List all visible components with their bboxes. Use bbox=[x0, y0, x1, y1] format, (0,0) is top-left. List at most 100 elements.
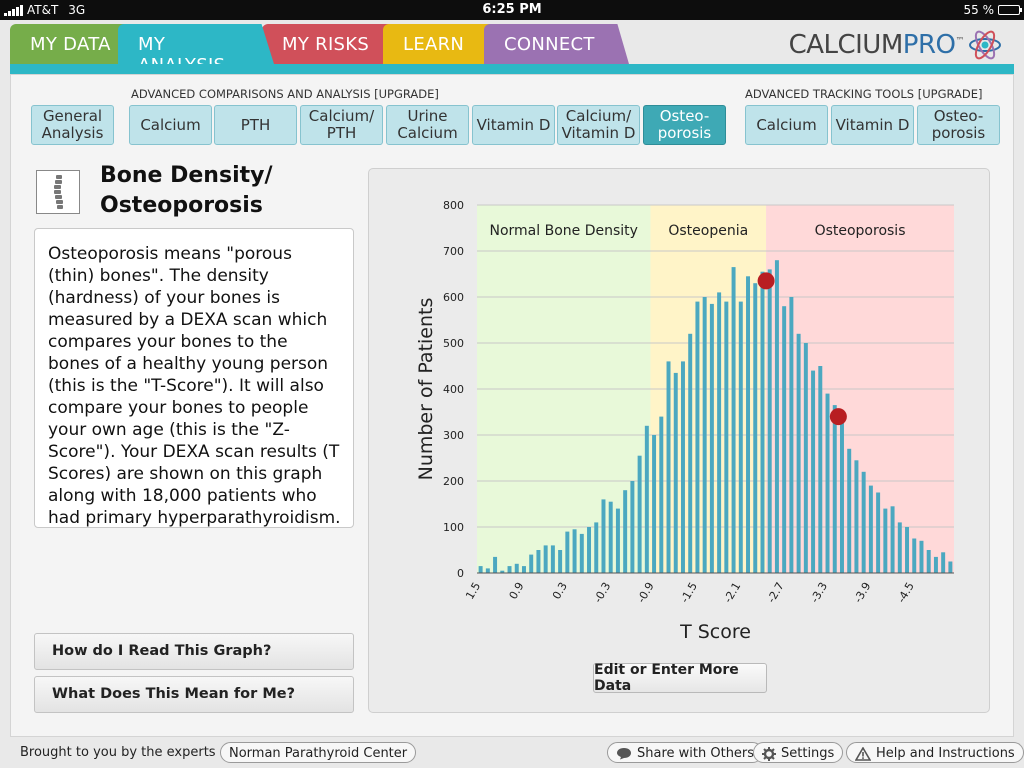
graph-container: Normal Bone Density Osteopenia Osteoporosi… bbox=[368, 168, 990, 713]
histogram-bar bbox=[565, 531, 570, 573]
histogram-bar bbox=[796, 333, 801, 573]
osteoporosis-tracking-button[interactable]: Osteo-porosis bbox=[917, 105, 1000, 145]
osteoporosis-analysis-button[interactable]: Osteo-porosis bbox=[643, 105, 726, 145]
calcium-analysis-button[interactable]: Calcium bbox=[129, 105, 212, 145]
patient-result-point bbox=[829, 408, 847, 426]
what-does-this-mean-button[interactable]: What Does This Mean for Me? bbox=[34, 676, 354, 713]
x-tick-label: -2.1 bbox=[721, 580, 743, 605]
logo: CALCIUMPRO™ bbox=[789, 28, 1002, 62]
calcium-pth-button[interactable]: Calcium/PTH bbox=[300, 105, 383, 145]
norman-center-link[interactable]: Norman Parathyroid Center bbox=[220, 742, 417, 763]
y-tick-label: 400 bbox=[443, 383, 464, 396]
histogram-bar bbox=[521, 566, 526, 573]
histogram-bar bbox=[644, 425, 649, 573]
histogram-bar bbox=[688, 333, 693, 573]
histogram-bar bbox=[746, 276, 751, 573]
histogram-bar bbox=[782, 306, 787, 573]
histogram-bar bbox=[594, 522, 599, 573]
histogram-bar bbox=[818, 366, 823, 573]
histogram-bar bbox=[558, 550, 563, 573]
help-button[interactable]: Help and Instructions bbox=[846, 742, 1024, 763]
calcium-tracking-button[interactable]: Calcium bbox=[745, 105, 828, 145]
logo-text-pro: PRO bbox=[902, 30, 956, 60]
advanced-tracking-label: ADVANCED TRACKING TOOLS [UPGRADE] bbox=[745, 87, 983, 101]
warning-icon bbox=[855, 746, 871, 761]
histogram-bar bbox=[926, 550, 931, 573]
histogram-bar bbox=[601, 499, 606, 573]
histogram-bar bbox=[608, 501, 613, 573]
atom-logo-icon bbox=[969, 30, 1001, 60]
histogram-bar bbox=[890, 506, 895, 573]
histogram-bar bbox=[905, 527, 910, 573]
histogram-bar bbox=[789, 297, 794, 573]
x-tick-label: -3.3 bbox=[808, 580, 830, 605]
region-label: Normal Bone Density bbox=[490, 223, 638, 239]
calcium-vitamin-d-button[interactable]: Calcium/Vitamin D bbox=[557, 105, 640, 145]
x-tick-label: -4.5 bbox=[895, 580, 917, 605]
histogram-bar bbox=[485, 568, 490, 573]
histogram-bar bbox=[731, 267, 736, 573]
histogram-bar bbox=[854, 460, 859, 573]
settings-button[interactable]: Settings bbox=[753, 742, 844, 763]
tab-my-risks[interactable]: MY RISKS bbox=[262, 24, 402, 64]
general-analysis-button[interactable]: General Analysis bbox=[31, 105, 114, 145]
histogram-bar bbox=[680, 361, 685, 573]
logo-text-calcium: CALCIUM bbox=[788, 30, 904, 60]
histogram-bar bbox=[803, 343, 808, 573]
histogram-bar bbox=[868, 485, 873, 573]
x-tick-label: 1.5 bbox=[463, 580, 483, 602]
histogram-bar bbox=[847, 448, 852, 573]
x-axis-title: T Score bbox=[679, 621, 751, 643]
region-label: Osteopenia bbox=[668, 223, 748, 239]
histogram-bar bbox=[550, 545, 555, 573]
battery-icon bbox=[998, 5, 1022, 15]
urine-calcium-button[interactable]: Urine Calcium bbox=[386, 105, 469, 145]
vitamin-d-analysis-button[interactable]: Vitamin D bbox=[472, 105, 555, 145]
tab-underline bbox=[10, 64, 1014, 74]
tab-my-analysis[interactable]: MY ANALYSIS bbox=[118, 24, 274, 64]
y-tick-label: 800 bbox=[443, 199, 464, 212]
tab-connect[interactable]: CONNECT bbox=[484, 24, 629, 64]
histogram-bar bbox=[738, 301, 743, 573]
x-tick-label: -2.7 bbox=[765, 580, 787, 605]
y-tick-label: 0 bbox=[457, 567, 464, 580]
y-tick-label: 700 bbox=[443, 245, 464, 258]
histogram-bar bbox=[493, 556, 498, 573]
brought-by-label: Brought to you by the experts at bbox=[20, 745, 233, 760]
edit-data-button[interactable]: Edit or Enter More Data bbox=[593, 662, 767, 694]
histogram-bar bbox=[630, 481, 635, 573]
page-title: Bone Density/Osteoporosis bbox=[100, 163, 273, 218]
carrier-label: AT&T bbox=[27, 3, 59, 17]
x-tick-label: 0.3 bbox=[550, 580, 570, 602]
y-tick-label: 500 bbox=[443, 337, 464, 350]
histogram-bar bbox=[709, 303, 714, 573]
how-to-read-graph-button[interactable]: How do I Read This Graph? bbox=[34, 633, 354, 670]
advanced-comparisons-label: ADVANCED COMPARISONS AND ANALYSIS [UPGRA… bbox=[131, 87, 439, 101]
vitamin-d-tracking-button[interactable]: Vitamin D bbox=[831, 105, 914, 145]
region-label: Osteoporosis bbox=[815, 223, 906, 239]
y-tick-label: 300 bbox=[443, 429, 464, 442]
histogram-bar bbox=[507, 566, 512, 573]
status-bar: AT&T 3G 6:25 PM 55 % bbox=[0, 0, 1024, 20]
histogram-bar bbox=[695, 301, 700, 573]
histogram-bar bbox=[579, 533, 584, 573]
tab-learn[interactable]: LEARN bbox=[383, 24, 503, 64]
y-axis-title: Number of Patients bbox=[415, 298, 437, 481]
share-button[interactable]: Share with Others bbox=[607, 742, 764, 763]
histogram-bar bbox=[919, 540, 924, 573]
clock: 6:25 PM bbox=[482, 2, 542, 17]
histogram-bar bbox=[587, 527, 592, 573]
histogram-bar bbox=[666, 361, 671, 573]
histogram-bar bbox=[717, 292, 722, 573]
pth-analysis-button[interactable]: PTH bbox=[214, 105, 297, 145]
histogram-bar bbox=[941, 552, 946, 573]
description-text[interactable]: Osteoporosis means "porous (thin) bones"… bbox=[34, 228, 354, 528]
histogram-bar bbox=[572, 529, 577, 573]
histogram-bar bbox=[615, 508, 620, 573]
logo-tm: ™ bbox=[955, 36, 965, 47]
histogram-bar bbox=[659, 416, 664, 573]
histogram-bar bbox=[811, 370, 816, 573]
histogram-bar bbox=[500, 570, 505, 573]
y-tick-label: 600 bbox=[443, 291, 464, 304]
histogram-bar bbox=[883, 508, 888, 573]
